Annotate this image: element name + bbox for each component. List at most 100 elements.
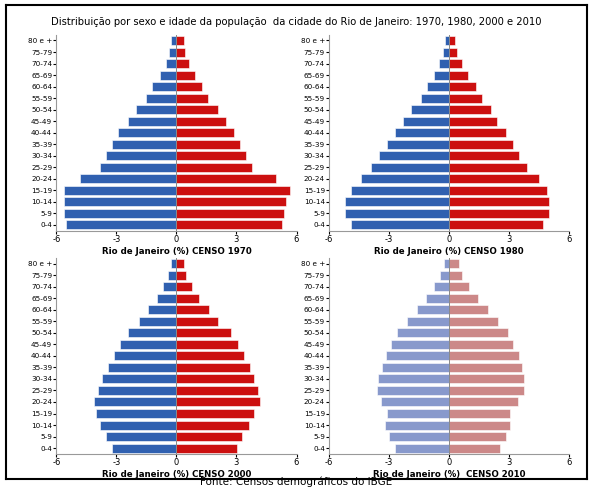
Bar (449, 174, 539, 184)
Bar (361, 174, 449, 184)
Bar (177, 209, 285, 218)
Bar (106, 151, 177, 160)
Bar (443, 48, 449, 57)
Bar (119, 128, 177, 137)
Bar (386, 351, 449, 361)
Bar (177, 386, 259, 395)
Bar (164, 282, 177, 291)
Bar (449, 351, 519, 361)
Bar (411, 105, 449, 114)
Bar (128, 117, 177, 125)
Bar (114, 351, 177, 361)
Bar (434, 282, 449, 291)
Bar (449, 282, 469, 291)
Bar (171, 259, 177, 268)
Bar (177, 36, 184, 45)
Bar (391, 340, 449, 349)
X-axis label: Rio de Janeiro (%) CENSO 1970: Rio de Janeiro (%) CENSO 1970 (101, 247, 251, 255)
X-axis label: Rio de Janeiro (%)  CENSO 2010: Rio de Janeiro (%) CENSO 2010 (373, 470, 525, 479)
Bar (449, 271, 462, 280)
Bar (371, 163, 449, 172)
Bar (177, 48, 186, 57)
Bar (177, 70, 196, 79)
Bar (445, 36, 449, 45)
Bar (112, 140, 177, 149)
Bar (177, 351, 244, 361)
Bar (64, 197, 177, 206)
X-axis label: Rio de Janeiro (%) CENSO 2000: Rio de Janeiro (%) CENSO 2000 (102, 470, 251, 479)
Bar (351, 220, 449, 229)
Bar (146, 94, 177, 103)
Bar (177, 282, 192, 291)
Bar (351, 186, 449, 195)
Bar (66, 220, 177, 229)
Bar (417, 305, 449, 314)
Bar (449, 294, 478, 303)
Bar (427, 82, 449, 91)
Bar (177, 197, 286, 206)
Bar (106, 432, 177, 441)
Bar (449, 140, 514, 149)
Bar (168, 271, 177, 280)
Bar (157, 294, 177, 303)
Bar (139, 317, 177, 326)
Bar (449, 59, 462, 68)
Bar (167, 59, 177, 68)
Bar (94, 397, 177, 407)
Bar (379, 151, 449, 160)
Bar (177, 432, 243, 441)
Bar (64, 186, 177, 195)
Bar (177, 163, 253, 172)
Bar (120, 340, 177, 349)
Bar (449, 259, 459, 268)
Bar (395, 128, 449, 137)
Bar (449, 70, 468, 79)
Bar (171, 36, 177, 45)
Bar (449, 197, 549, 206)
Bar (345, 197, 449, 206)
Bar (177, 94, 208, 103)
Bar (177, 128, 234, 137)
Bar (449, 82, 476, 91)
Bar (177, 397, 260, 407)
Bar (177, 421, 250, 430)
Bar (177, 409, 254, 418)
Bar (449, 443, 500, 452)
Bar (112, 443, 177, 452)
Bar (148, 305, 177, 314)
Bar (64, 209, 177, 218)
Bar (397, 328, 449, 337)
Bar (444, 259, 449, 268)
Bar (136, 105, 177, 114)
Bar (80, 174, 177, 184)
Bar (377, 386, 449, 395)
Bar (382, 363, 449, 372)
Bar (177, 151, 247, 160)
Bar (128, 328, 177, 337)
Bar (98, 386, 177, 395)
Bar (385, 421, 449, 430)
Bar (449, 421, 510, 430)
Bar (426, 294, 449, 303)
Bar (177, 374, 254, 383)
Bar (381, 397, 449, 407)
Bar (440, 271, 449, 280)
Bar (96, 409, 177, 418)
Bar (177, 186, 291, 195)
Bar (177, 140, 241, 149)
Bar (449, 305, 488, 314)
Bar (387, 140, 449, 149)
Bar (152, 82, 177, 91)
Bar (177, 443, 237, 452)
Bar (449, 128, 506, 137)
Bar (449, 409, 510, 418)
Bar (177, 174, 276, 184)
Bar (449, 36, 455, 45)
Bar (100, 421, 177, 430)
Bar (449, 340, 514, 349)
Bar (177, 105, 218, 114)
Bar (449, 317, 498, 326)
Bar (449, 220, 543, 229)
Bar (177, 363, 250, 372)
Bar (449, 397, 518, 407)
